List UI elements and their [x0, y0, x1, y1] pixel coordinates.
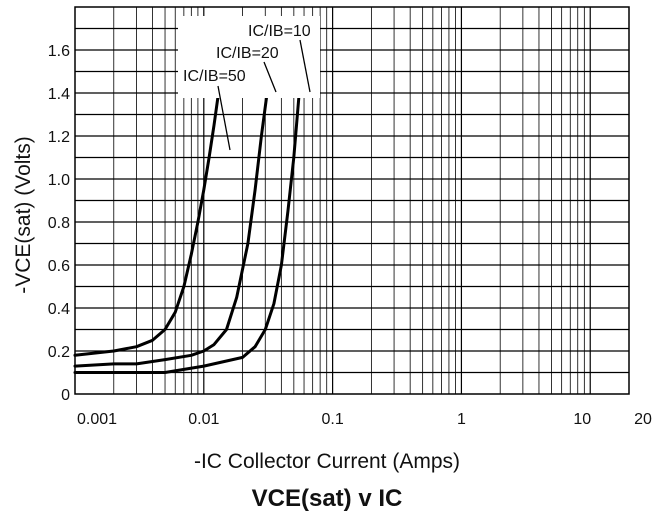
- y-axis-title: -VCE(sat) (Volts): [12, 136, 35, 294]
- x-tick-label: 0.1: [321, 411, 343, 428]
- x-tick-label: 10: [573, 411, 591, 428]
- y-tick-label: 1.6: [48, 43, 70, 60]
- label-ic-ib-20: IC/IB=20: [216, 45, 279, 62]
- x-tick-label: 0.01: [188, 411, 219, 428]
- curve-ic-ib-10: [73, 91, 301, 374]
- x-tick-label: 20: [634, 411, 652, 428]
- y-tick-label: 0.6: [48, 258, 70, 275]
- label-ic-ib-50: IC/IB=50: [183, 68, 246, 85]
- y-tick-label: 1.2: [48, 129, 70, 146]
- leader-ic-ib-50: [217, 85, 231, 151]
- x-tick-label: 0.001: [77, 411, 117, 428]
- x-axis-title: -IC Collector Current (Amps): [194, 450, 460, 473]
- y-tick-label: 1.4: [48, 86, 70, 103]
- leader-ic-ib-20: [263, 61, 277, 93]
- y-tick-label: 0.2: [48, 344, 70, 361]
- chart-title: VCE(sat) v IC: [252, 485, 403, 512]
- y-tick-label: 0: [61, 387, 70, 404]
- y-tick-label: 0.8: [48, 215, 70, 232]
- curves: [73, 91, 301, 374]
- tick-labels: 0.001 0.01 0.1 1 10 20 0 0.2 0.4 0.6 0.8 1.0 1.2 1.4 1…: [48, 43, 652, 428]
- x-tick-label: 1: [457, 411, 466, 428]
- plot-frame: [74, 6, 630, 395]
- curve-ic-ib-20: [73, 91, 269, 368]
- y-tick-label: 0.4: [48, 301, 70, 318]
- leader-ic-ib-10: [299, 39, 311, 93]
- curve-labels: IC/IB=10 IC/IB=20 IC/IB=50: [178, 16, 320, 151]
- label-ic-ib-10: IC/IB=10: [248, 23, 311, 40]
- curve-ic-ib-50: [73, 91, 220, 357]
- y-tick-label: 1.0: [48, 172, 70, 189]
- label-background: [178, 16, 320, 98]
